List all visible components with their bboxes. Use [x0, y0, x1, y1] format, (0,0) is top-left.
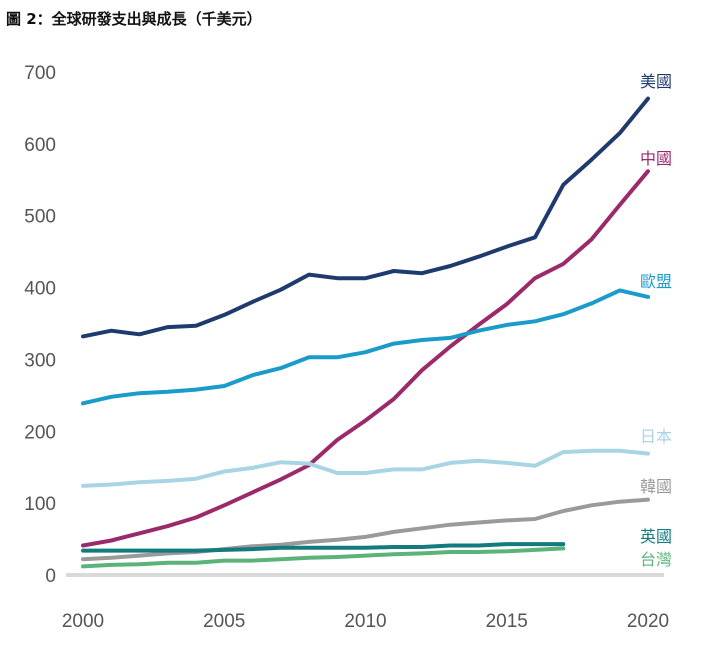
x-axis-ticks: 2000 2005 2010 2015 2020	[62, 611, 669, 632]
series-line	[81, 169, 650, 548]
series-label: 中國	[640, 149, 672, 168]
x-tick-label: 2000	[62, 611, 104, 632]
y-tick-label: 600	[24, 135, 56, 156]
y-tick-label: 0	[45, 566, 56, 587]
series-line	[81, 497, 650, 562]
series-line	[81, 96, 650, 339]
y-tick-label: 500	[24, 207, 56, 228]
x-tick-label: 2005	[203, 611, 245, 632]
y-tick-label: 200	[24, 422, 56, 443]
y-tick-label: 700	[24, 63, 56, 84]
series-line	[81, 546, 566, 569]
x-tick-label: 2010	[344, 611, 386, 632]
series-label: 日本	[640, 427, 672, 446]
y-tick-label: 100	[24, 494, 56, 515]
series-label: 台灣	[640, 550, 672, 569]
x-tick-label: 2020	[627, 611, 669, 632]
series-lines	[81, 96, 650, 569]
y-tick-label: 300	[24, 350, 56, 371]
y-tick-label: 400	[24, 279, 56, 300]
y-axis-ticks: 0 100 200 300 400 500 600 700	[24, 63, 56, 587]
x-tick-label: 2015	[486, 611, 528, 632]
series-line	[81, 542, 566, 553]
series-line	[81, 448, 650, 488]
series-line	[81, 288, 650, 406]
series-label: 英國	[640, 527, 672, 546]
series-label: 歐盟	[640, 272, 672, 291]
chart-title: 圖 2：全球研發支出與成長（千美元）	[6, 10, 262, 28]
series-label: 美國	[640, 72, 672, 91]
series-label: 韓國	[640, 477, 672, 496]
